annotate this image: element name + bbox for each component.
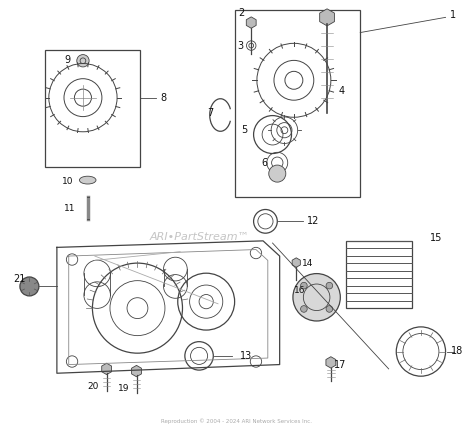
Text: 6: 6 (262, 158, 267, 168)
Text: 11: 11 (64, 204, 76, 213)
Text: 7: 7 (207, 108, 213, 118)
Text: 4: 4 (338, 86, 344, 96)
Text: ARI•PartStream™: ARI•PartStream™ (149, 231, 249, 242)
Bar (346, 241, 412, 308)
Text: 19: 19 (118, 384, 129, 393)
Circle shape (77, 55, 89, 67)
Text: 21: 21 (13, 274, 25, 284)
Text: 15: 15 (430, 233, 442, 243)
Text: 8: 8 (160, 92, 166, 103)
Circle shape (20, 277, 39, 296)
Text: 20: 20 (88, 382, 99, 391)
Text: 2: 2 (238, 8, 245, 18)
Text: 9: 9 (65, 55, 71, 65)
Bar (45, 50, 140, 167)
Circle shape (301, 306, 307, 312)
Text: 17: 17 (334, 359, 346, 370)
Text: 3: 3 (237, 41, 243, 52)
Ellipse shape (79, 176, 96, 184)
Text: 18: 18 (451, 345, 463, 356)
Text: Reproduction © 2004 - 2024 ARI Network Services Inc.: Reproduction © 2004 - 2024 ARI Network S… (162, 418, 312, 424)
Text: 13: 13 (240, 351, 253, 361)
Text: 16: 16 (294, 286, 306, 295)
Text: 5: 5 (241, 125, 247, 135)
Circle shape (326, 306, 333, 312)
Circle shape (326, 282, 333, 289)
Circle shape (293, 273, 340, 321)
Text: 14: 14 (301, 260, 313, 268)
Circle shape (301, 282, 307, 289)
Text: 12: 12 (307, 216, 319, 227)
Text: 1: 1 (450, 10, 456, 20)
Circle shape (269, 165, 286, 182)
Bar (235, 10, 360, 197)
Text: 10: 10 (62, 177, 73, 186)
